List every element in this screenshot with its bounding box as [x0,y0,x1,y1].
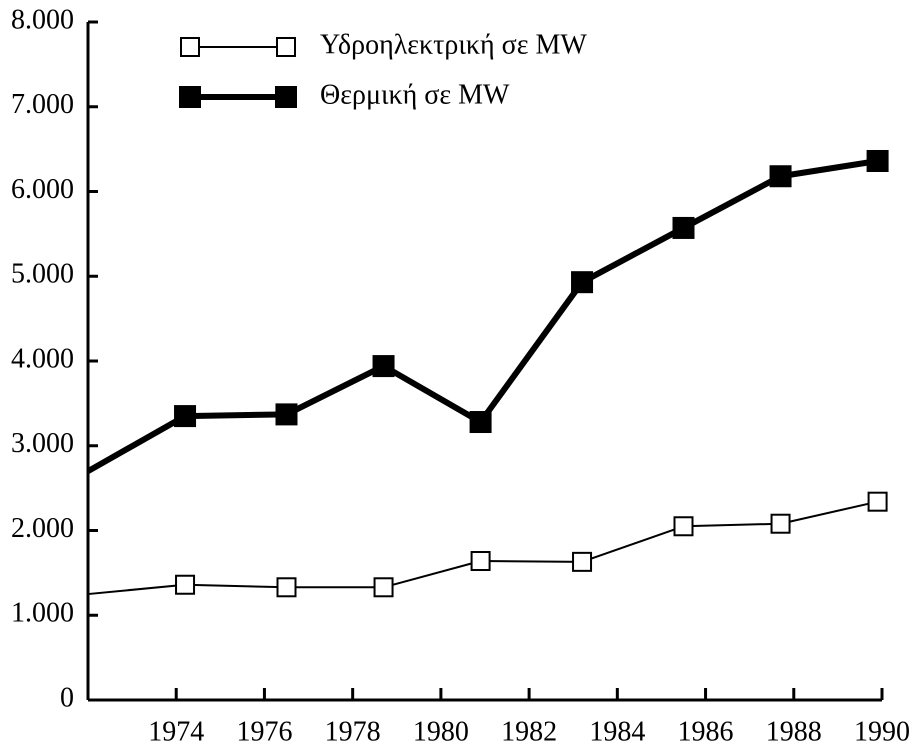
y-tick-label: 1.000 [11,598,74,629]
data-point [866,149,889,172]
data-point [275,403,298,426]
x-tick-label: 1974 [148,716,204,747]
y-tick-label: 7.000 [11,89,74,120]
x-tick-label: 1990 [854,716,910,747]
x-tick-label: 1976 [236,716,292,747]
y-tick-label: 3.000 [11,428,74,459]
legend-marker [276,37,296,57]
y-tick-label: 5.000 [11,259,74,290]
data-point [770,513,791,534]
data-point [572,551,593,572]
legend-marker [180,37,200,57]
y-tick-label: 8.000 [11,4,74,35]
legend-label: Θερμική σε MW [320,79,510,110]
legend-label: Υδροηλεκτρική σε MW [320,29,587,60]
x-tick-label: 1984 [589,716,645,747]
data-point [174,405,197,428]
data-point [769,165,792,188]
x-tick-label: 1980 [413,716,469,747]
data-point [867,491,888,512]
data-point [175,574,196,595]
y-tick-label: 0 [60,682,74,713]
data-point [571,271,594,294]
legend-marker [275,86,297,108]
data-point [672,216,695,239]
y-tick-label: 6.000 [11,174,74,205]
x-tick-label: 1978 [325,716,381,747]
data-point [673,516,694,537]
data-point [372,355,395,378]
legend-marker [179,86,201,108]
x-tick-label: 1982 [501,716,557,747]
series-line [87,500,878,596]
y-tick-label: 2.000 [11,513,74,544]
data-point [470,551,491,572]
x-tick-label: 1986 [678,716,734,747]
data-point [276,577,297,598]
y-tick-label: 4.000 [11,343,74,374]
data-point [469,411,492,434]
x-tick-label: 1988 [766,716,822,747]
data-point [373,577,394,598]
